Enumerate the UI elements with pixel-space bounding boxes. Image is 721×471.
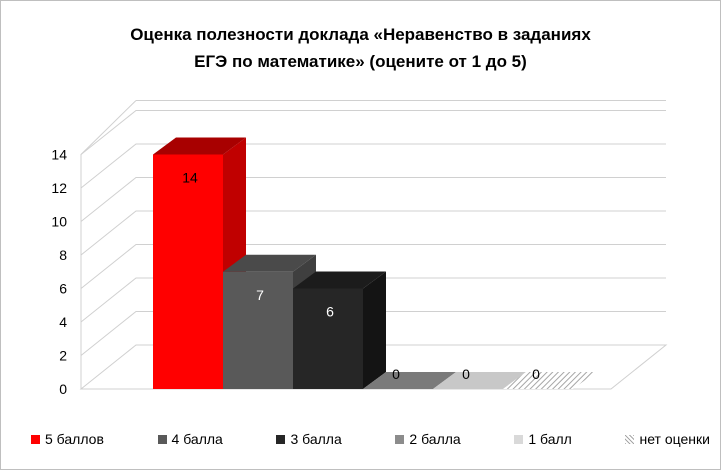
- legend-label: нет оценки: [639, 431, 710, 447]
- y-tick-label: 12: [51, 180, 67, 196]
- gridline: [80, 210, 666, 256]
- legend-label: 2 балла: [409, 431, 461, 447]
- bar-front: [223, 271, 293, 389]
- data-labels: 14 7 6 0 0 0: [182, 170, 540, 383]
- legend-swatch: [31, 434, 40, 444]
- y-tick-label: 14: [51, 147, 67, 163]
- legend-swatch: [625, 434, 635, 444]
- legend-swatch: [157, 434, 167, 444]
- bar: [433, 372, 526, 389]
- data-label: 14: [182, 170, 198, 186]
- gridline: [80, 277, 666, 323]
- legend-label: 3 балла: [290, 431, 342, 447]
- legend-item: 1 балл: [514, 431, 572, 447]
- data-label: 0: [462, 366, 470, 382]
- bar-top: [153, 137, 246, 155]
- y-axis-tick-labels: 0 2 4 6 8 10 12 14: [51, 147, 67, 398]
- gridline: [80, 177, 666, 222]
- gridline: [80, 311, 666, 356]
- legend-swatch: [514, 434, 524, 444]
- legend-swatch: [276, 434, 286, 444]
- legend-item: 4 балла: [157, 431, 223, 447]
- chart-title-line-2: ЕГЭ по математике» (оцените от 1 до 5): [194, 52, 527, 71]
- bar-top: [293, 271, 386, 289]
- bar-top: [503, 372, 596, 389]
- chart-title: Оценка полезности доклада «Неравенство в…: [41, 21, 680, 75]
- y-tick-label: 4: [59, 314, 67, 330]
- bars: [153, 137, 596, 389]
- legend-swatch: [395, 434, 405, 444]
- legend-label: 1 балл: [528, 431, 572, 447]
- y-tick-label: 10: [51, 214, 67, 230]
- gridline: [80, 143, 666, 189]
- gridline: [80, 244, 666, 289]
- data-label: 6: [326, 304, 334, 320]
- legend-label: 5 баллов: [45, 431, 104, 447]
- y-tick-label: 0: [59, 381, 67, 397]
- bar-top: [433, 372, 526, 389]
- bar-side: [363, 271, 386, 389]
- side-wall-edge: [80, 100, 137, 389]
- bar: [363, 372, 456, 389]
- bar: [503, 372, 596, 389]
- legend-item: 3 балла: [276, 431, 342, 447]
- bar-top: [363, 372, 456, 389]
- bar-front: [153, 154, 223, 389]
- y-tick-label: 2: [59, 348, 67, 364]
- data-label: 0: [532, 366, 540, 382]
- gridlines: [80, 110, 666, 356]
- gridline: [80, 110, 666, 155]
- legend-item: 5 баллов: [31, 431, 104, 447]
- data-label: 0: [392, 366, 400, 382]
- chart-title-line-1: Оценка полезности доклада «Неравенство в…: [130, 25, 591, 44]
- bar: [293, 271, 386, 389]
- legend-label: 4 балла: [171, 431, 223, 447]
- y-tick-label: 6: [59, 281, 67, 297]
- bar-front: [293, 288, 363, 389]
- legend-item: нет оценки: [625, 431, 710, 447]
- data-label: 7: [256, 287, 264, 303]
- legend: 5 баллов 4 балла 3 балла 2 балла 1 балл нет о…: [31, 429, 710, 449]
- legend-item: 2 балла: [395, 431, 461, 447]
- bar-top: [223, 254, 316, 272]
- y-tick-label: 8: [59, 247, 67, 263]
